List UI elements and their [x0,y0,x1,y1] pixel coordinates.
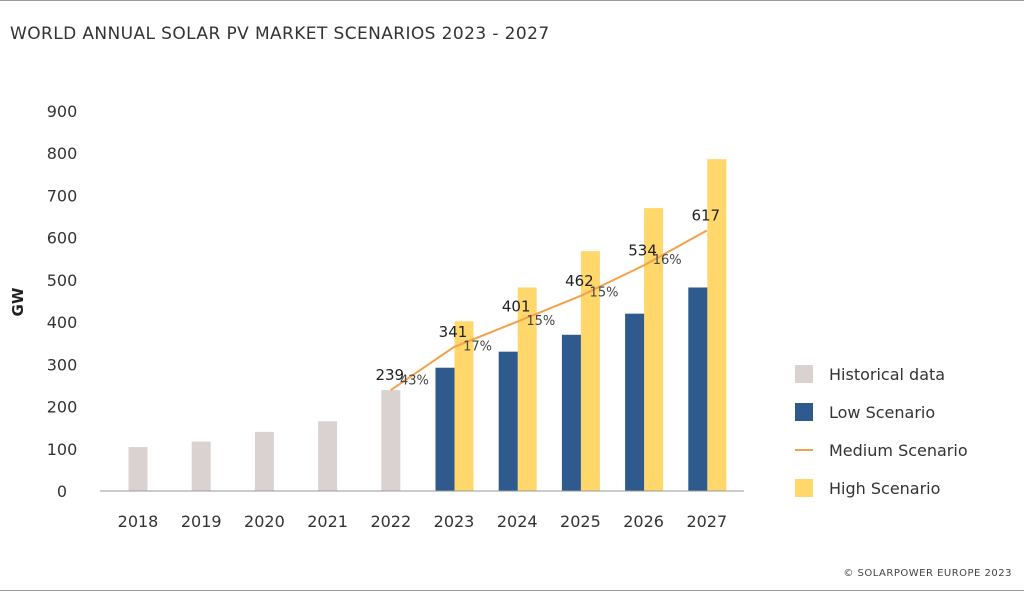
x-tick-label: 2019 [181,512,222,531]
value-label: 462 [565,272,594,290]
bottom-rule [0,590,1024,591]
x-axis-ticks: 2018 2019 2020 2021 2022 2023 2024 2025 2026 2027 [118,512,728,531]
bar-historical [191,441,211,491]
bar-historical [318,421,338,491]
y-tick-label: 700 [47,186,78,205]
x-tick-label: 2026 [623,512,664,531]
growth-label: 15% [590,286,619,301]
top-rule [0,0,1024,1]
bar-historical [128,447,148,491]
value-label: 534 [628,242,657,260]
legend-swatch-low [795,403,813,421]
y-tick-label: 800 [47,144,78,163]
data-labels: 239 341 401 462 534 617 43% 17% 15% 15% 16% [375,206,720,388]
bar-historical [381,390,401,491]
x-tick-label: 2025 [560,512,601,531]
x-tick-label: 2021 [307,512,348,531]
legend: Historical data Low Scenario Medium Scen… [795,355,968,507]
medium-scenario-polyline [390,229,708,391]
x-tick-label: 2023 [434,512,475,531]
legend-label-historical: Historical data [829,364,946,384]
x-tick-label: 2027 [686,512,727,531]
bar-low-scenario [625,313,645,491]
bar-low-scenario [561,334,581,491]
y-tick-label: 500 [47,271,78,290]
growth-label: 17% [463,339,492,354]
x-tick-label: 2018 [118,512,159,531]
y-tick-label: 400 [47,313,78,332]
legend-item-medium: Medium Scenario [795,431,968,469]
legend-item-high: High Scenario [795,469,968,507]
x-tick-label: 2024 [497,512,538,531]
bar-high-scenario [707,159,727,491]
y-axis-ticks: 900 800 700 600 500 400 300 200 100 0 [47,102,78,501]
value-label: 401 [502,298,531,316]
value-label: 341 [439,323,468,341]
y-tick-label: 0 [57,482,67,501]
value-label: 617 [691,206,720,224]
legend-swatch-historical [795,365,813,383]
bar-high-scenario [580,251,600,491]
legend-swatch-high [795,479,813,497]
growth-label: 16% [653,253,682,268]
legend-item-historical: Historical data [795,355,968,393]
bar-low-scenario [688,287,708,491]
legend-label-low: Low Scenario [829,402,936,422]
legend-label-high: High Scenario [829,478,941,498]
bars [128,159,727,491]
x-tick-label: 2022 [370,512,411,531]
legend-item-low: Low Scenario [795,393,968,431]
medium-scenario-line [390,229,708,391]
y-tick-label: 900 [47,102,78,121]
y-tick-label: 100 [47,440,78,459]
bar-low-scenario [498,351,518,491]
y-tick-label: 200 [47,398,78,417]
x-tick-label: 2020 [244,512,285,531]
bar-high-scenario [517,287,537,491]
legend-label-medium: Medium Scenario [829,440,968,460]
growth-label: 43% [400,374,429,389]
copyright-footer: © SOLARPOWER EUROPE 2023 [843,568,1012,579]
y-tick-label: 300 [47,355,78,374]
growth-label: 15% [526,314,555,329]
y-tick-label: 600 [47,229,78,248]
legend-swatch-medium [795,449,813,451]
chart-title: WORLD ANNUAL SOLAR PV MARKET SCENARIOS 2… [10,24,550,44]
bar-historical [254,431,274,491]
bar-low-scenario [435,367,455,491]
bar-high-scenario [644,208,664,491]
value-label: 239 [375,366,404,384]
bar-high-scenario [454,321,474,491]
